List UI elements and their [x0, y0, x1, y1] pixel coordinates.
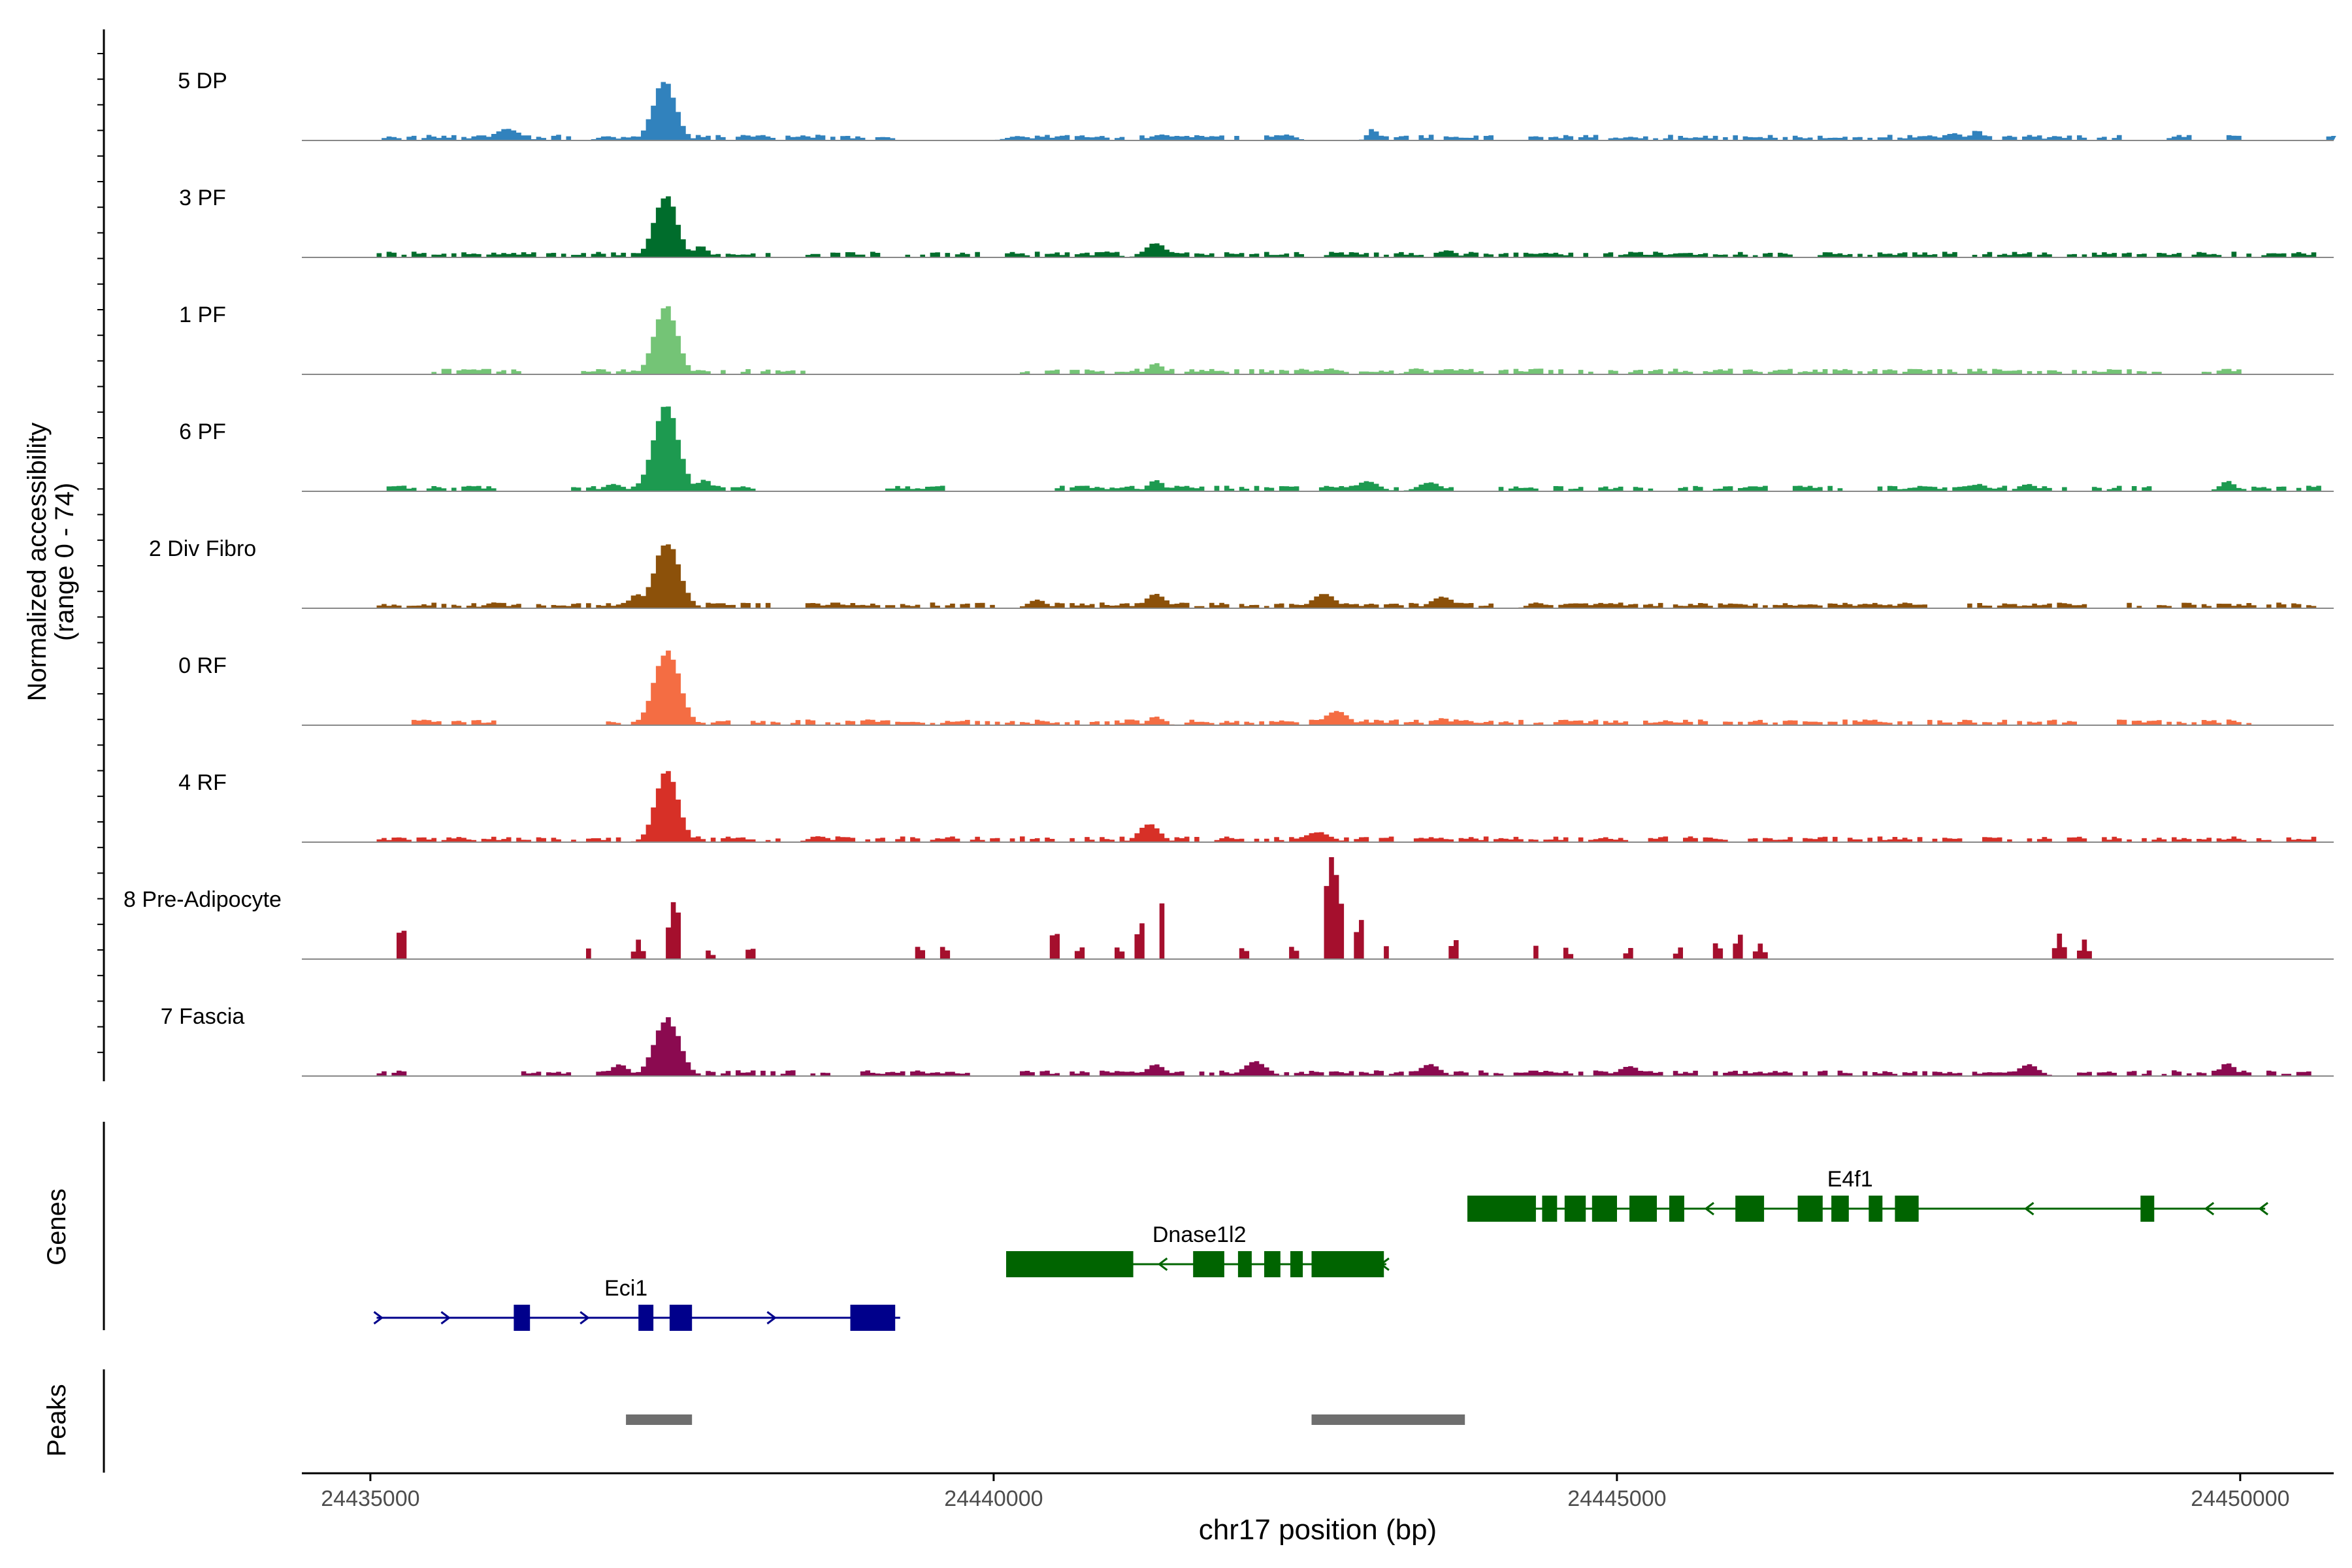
strand-arrow-icon — [2024, 1201, 2034, 1216]
exon — [1542, 1196, 1558, 1222]
exon — [669, 1305, 693, 1331]
exon — [1592, 1196, 1617, 1222]
track-label: 7 Fascia — [161, 1004, 245, 1029]
gene-label: Eci1 — [604, 1276, 647, 1301]
x-tick-label: 24440000 — [944, 1486, 1043, 1511]
genes-panel-title: Genes — [42, 1188, 71, 1266]
exon — [1264, 1251, 1281, 1277]
coverage-area — [302, 544, 2336, 608]
coverage-area — [302, 771, 2336, 842]
exon — [1193, 1251, 1224, 1277]
track-label: 4 RF — [178, 770, 227, 795]
track-8-pre-adipocyte: 8 Pre-Adipocyte — [123, 857, 2336, 960]
coverage-area — [302, 650, 2336, 725]
y-axis-title: Normalized accessibility — [23, 423, 52, 702]
exon — [514, 1305, 531, 1331]
gene-dnase1l2: Dnase1l2 — [1006, 1222, 1390, 1277]
strand-arrow-icon — [2204, 1201, 2215, 1216]
exon — [2140, 1196, 2155, 1222]
genes-title-group: Genes — [42, 1188, 71, 1266]
y-axis-title-group: Normalized accessibility (range 0 - 74) — [23, 423, 79, 702]
peak-region-bar — [1311, 1414, 1465, 1425]
exon — [1006, 1251, 1134, 1277]
track-0-rf: 0 RF — [178, 650, 2336, 726]
coverage-area — [302, 82, 2336, 140]
coverage-area — [302, 857, 2336, 959]
coverage-tracks: 5 DP 3 PF 1 PF 6 PF 2 Div Fibro 0 RF 4 RF 8 Pre… — [123, 69, 2336, 1077]
peak-regions — [626, 1414, 1465, 1425]
track-7-fascia: 7 Fascia — [161, 1004, 2336, 1077]
strand-arrow-icon — [1157, 1257, 1168, 1271]
peaks-panel-title: Peaks — [42, 1384, 71, 1456]
exon — [1669, 1196, 1684, 1222]
coverage-area — [302, 196, 2336, 257]
exon — [1311, 1251, 1384, 1277]
exon — [1564, 1196, 1586, 1222]
track-label: 2 Div Fibro — [149, 536, 256, 561]
x-tick-label: 24435000 — [321, 1486, 419, 1511]
track-2-div-fibro: 2 Div Fibro — [149, 536, 2336, 609]
exon — [1831, 1196, 1849, 1222]
exon — [1467, 1196, 1536, 1222]
strand-arrow-icon — [766, 1311, 777, 1325]
gene-label: Dnase1l2 — [1152, 1222, 1247, 1247]
exon — [1895, 1196, 1919, 1222]
track-label: 3 PF — [179, 186, 226, 210]
strand-arrow-icon — [373, 1311, 384, 1325]
track-label: 1 PF — [179, 302, 226, 327]
track-4-rf: 4 RF — [178, 770, 2336, 843]
gene-eci1: Eci1 — [373, 1276, 900, 1331]
coverage-y-ticks — [97, 53, 104, 1053]
x-tick-label: 24445000 — [1567, 1486, 1666, 1511]
strand-arrow-icon — [2258, 1201, 2268, 1216]
track-6-pf: 6 PF — [179, 406, 2336, 492]
strand-arrow-icon — [440, 1311, 451, 1325]
x-tick-label: 24450000 — [2191, 1486, 2289, 1511]
peaks-title-group: Peaks — [42, 1384, 71, 1456]
y-axis-range-label: (range 0 - 74) — [50, 483, 79, 641]
gene-e4f1: E4f1 — [1467, 1167, 2268, 1222]
x-axis-title: chr17 position (bp) — [1199, 1514, 1437, 1546]
track-label: 6 PF — [179, 419, 226, 444]
x-axis-ticks: 24435000 24440000 24445000 24450000 — [321, 1473, 2290, 1511]
strand-arrow-icon — [580, 1311, 590, 1325]
exon — [1869, 1196, 1883, 1222]
exon — [1237, 1251, 1252, 1277]
exon — [638, 1305, 654, 1331]
exon — [1735, 1196, 1765, 1222]
track-label: 8 Pre-Adipocyte — [123, 887, 282, 912]
track-5-dp: 5 DP — [178, 69, 2336, 141]
track-label: 5 DP — [178, 69, 227, 93]
coverage-area — [302, 406, 2336, 491]
exon — [850, 1305, 896, 1331]
gene-label: E4f1 — [1827, 1167, 1873, 1192]
exon — [1290, 1251, 1303, 1277]
track-3-pf: 3 PF — [179, 186, 2336, 258]
gene-annotations: Eci1 Dnase1l2 E4f1 — [373, 1167, 2268, 1331]
exon — [1797, 1196, 1823, 1222]
coverage-area — [302, 1017, 2336, 1076]
track-1-pf: 1 PF — [179, 302, 2336, 375]
exon — [1629, 1196, 1657, 1222]
peak-region-bar — [626, 1414, 693, 1425]
track-label: 0 RF — [178, 653, 227, 678]
strand-arrow-icon — [1704, 1201, 1714, 1216]
coverage-area — [302, 306, 2336, 374]
